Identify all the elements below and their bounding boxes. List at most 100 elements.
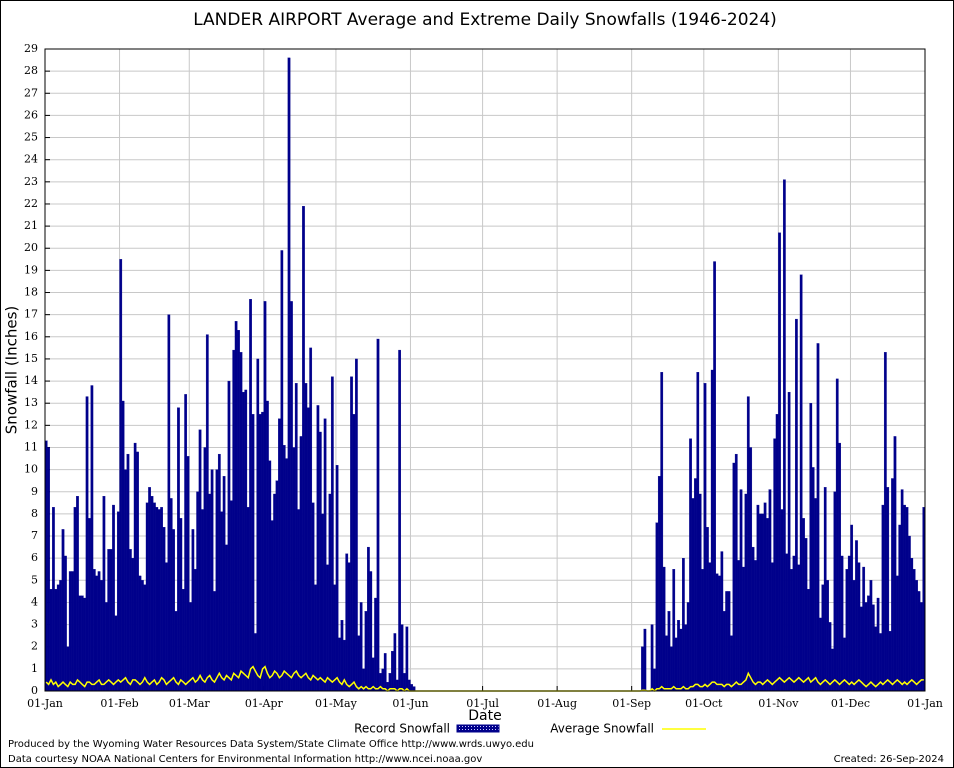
y-tick-label: 21 xyxy=(24,219,38,232)
x-tick-label: 01-Aug xyxy=(537,697,577,710)
bar xyxy=(345,553,349,692)
y-tick-label: 19 xyxy=(24,263,38,276)
bar xyxy=(908,535,911,692)
x-tick-label: 01-Oct xyxy=(685,697,723,710)
bar xyxy=(393,633,397,692)
bar xyxy=(660,372,664,692)
footer: Created: 26-Sep-2024 xyxy=(834,754,944,765)
y-tick-label: 22 xyxy=(24,197,38,210)
bar xyxy=(751,546,755,692)
bar xyxy=(684,624,688,692)
bar xyxy=(333,584,337,692)
bar xyxy=(172,529,175,692)
bar xyxy=(49,589,53,692)
bar xyxy=(215,469,219,692)
y-tick-label: 4 xyxy=(31,595,38,608)
bar xyxy=(61,529,65,692)
bar xyxy=(792,555,796,692)
bar xyxy=(239,352,243,692)
y-tick-label: 27 xyxy=(24,86,38,99)
bar xyxy=(335,465,339,692)
y-tick-label: 23 xyxy=(24,175,38,188)
bar xyxy=(64,555,67,692)
x-tick-label: 01-Mar xyxy=(169,697,211,710)
bar xyxy=(831,648,834,692)
bar xyxy=(78,595,82,692)
bar xyxy=(278,418,281,692)
bar xyxy=(775,414,779,692)
bar xyxy=(662,566,666,692)
bar xyxy=(718,575,721,692)
y-tick-label: 13 xyxy=(24,396,38,409)
bar xyxy=(294,383,298,692)
bar xyxy=(246,507,250,692)
bar xyxy=(665,635,668,692)
bar xyxy=(244,389,248,692)
bar xyxy=(68,571,72,692)
bar xyxy=(886,487,890,692)
bar xyxy=(758,513,762,692)
bar xyxy=(787,391,791,692)
bar xyxy=(347,562,351,692)
bar xyxy=(876,597,880,692)
bar xyxy=(59,580,62,692)
bar xyxy=(189,602,192,692)
bar xyxy=(270,520,274,692)
bar xyxy=(210,469,214,692)
bar xyxy=(706,527,709,692)
x-tick-label: 01-Sep xyxy=(612,697,651,710)
bar xyxy=(359,602,363,692)
bar xyxy=(285,458,288,692)
y-tick-label: 7 xyxy=(31,529,38,542)
bar xyxy=(737,560,741,692)
bar xyxy=(121,400,125,692)
bar xyxy=(403,673,406,692)
bar xyxy=(184,394,188,692)
bar xyxy=(350,376,353,692)
bar xyxy=(790,569,793,692)
bar xyxy=(895,575,899,692)
bar xyxy=(915,580,918,692)
bar xyxy=(696,372,700,692)
bar xyxy=(749,447,753,692)
x-tick-label: 01-Jan xyxy=(27,697,63,710)
bar xyxy=(282,445,286,692)
bar xyxy=(148,487,151,692)
bar xyxy=(912,569,916,692)
bar xyxy=(682,558,685,692)
bar xyxy=(143,584,147,692)
bar xyxy=(814,498,817,692)
bar xyxy=(129,549,132,692)
bar xyxy=(780,509,784,692)
bar xyxy=(80,595,84,692)
bar xyxy=(910,558,914,692)
bar xyxy=(73,507,77,692)
bar xyxy=(657,476,661,692)
bar xyxy=(376,338,380,692)
bar xyxy=(850,524,854,692)
bar xyxy=(162,527,166,692)
bar xyxy=(410,684,414,692)
bar xyxy=(352,414,356,692)
bar xyxy=(280,250,284,692)
x-tick-label: 01-Feb xyxy=(100,697,138,710)
chart-title: LANDER AIRPORT Average and Extreme Daily… xyxy=(193,10,777,30)
bar xyxy=(254,633,257,692)
bar xyxy=(150,496,154,692)
bar xyxy=(71,571,75,692)
bar xyxy=(321,513,325,692)
y-tick-label: 3 xyxy=(31,618,38,631)
bar xyxy=(364,611,368,692)
bar xyxy=(167,314,171,692)
bar xyxy=(90,385,94,692)
bar xyxy=(297,509,301,692)
bar xyxy=(316,405,320,692)
bar xyxy=(891,478,894,692)
bar xyxy=(342,639,346,692)
bar xyxy=(153,502,156,692)
bar xyxy=(828,622,832,692)
bar xyxy=(694,478,697,692)
y-tick-label: 11 xyxy=(24,440,38,453)
bar xyxy=(734,453,738,692)
bar xyxy=(201,509,204,692)
